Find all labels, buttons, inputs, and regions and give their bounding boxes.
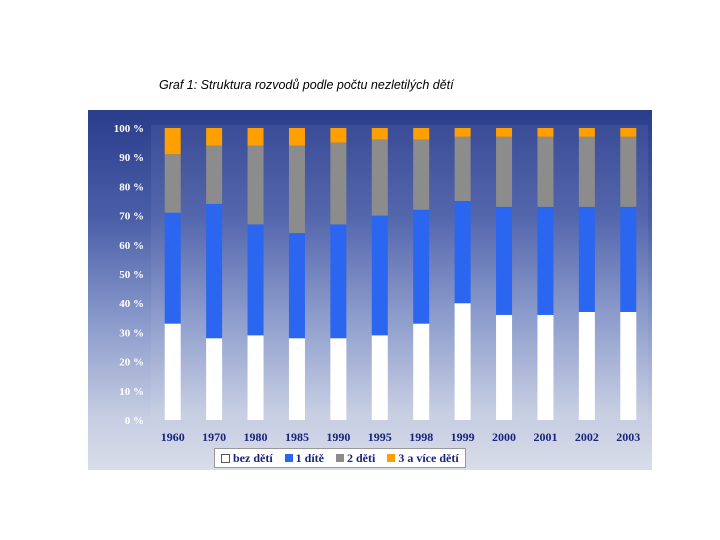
- bar-segment: [537, 136, 554, 207]
- bar-segment: [454, 128, 471, 137]
- y-tick-label: 30 %: [119, 327, 144, 339]
- bar-segment: [413, 209, 430, 324]
- bar-segment: [206, 145, 223, 204]
- bar-segment: [206, 128, 223, 146]
- bar-segment: [330, 128, 347, 143]
- bar-segment: [371, 139, 388, 216]
- x-tick-label: 2003: [616, 430, 640, 444]
- y-tick-label: 10 %: [119, 386, 144, 398]
- bar-segment: [413, 323, 430, 420]
- x-tick-label: 2001: [533, 430, 557, 444]
- bar-segment: [578, 311, 595, 420]
- bar-segment: [288, 338, 305, 420]
- plot-area: [151, 125, 648, 420]
- chart-panel: 0 % 10 % 20 % 30 % 40 % 50 % 60 % 70 % 80 % 90 % 1…: [88, 110, 652, 470]
- bar-segment: [330, 142, 347, 225]
- bar-segment: [537, 128, 554, 137]
- bar-segment: [537, 206, 554, 315]
- x-tick-label: 1970: [202, 430, 226, 444]
- bar-segment: [454, 136, 471, 201]
- bar-segment: [371, 215, 388, 336]
- bar-segment: [247, 128, 264, 146]
- y-tick-label: 90 %: [119, 152, 144, 164]
- bar-segment: [330, 338, 347, 420]
- bar-segment: [206, 338, 223, 420]
- legend-item: 3 a více dětí: [387, 450, 459, 466]
- y-tick-label: 40 %: [119, 298, 144, 310]
- x-tick-label: 2002: [575, 430, 599, 444]
- x-tick-label: 1999: [451, 430, 475, 444]
- bar-segment: [413, 128, 430, 140]
- chart-svg: 0 % 10 % 20 % 30 % 40 % 50 % 60 % 70 % 80 % 90 % 1…: [114, 123, 648, 444]
- bar-segment: [164, 154, 181, 213]
- bars: [164, 128, 637, 420]
- bar-segment: [330, 224, 347, 339]
- bar-segment: [164, 212, 181, 324]
- y-tick-label: 0 %: [125, 415, 144, 427]
- bar-segment: [454, 201, 471, 304]
- bar-segment: [620, 311, 637, 420]
- legend-label: 3 a více dětí: [398, 450, 459, 465]
- bar-segment: [578, 136, 595, 207]
- legend-label: 1 dítě: [295, 450, 324, 465]
- y-tick-label: 100 %: [114, 123, 144, 135]
- x-axis: 1960 1970 1980 1985 1990 1995 1998 1999 2000 2001…: [161, 430, 641, 444]
- x-tick-label: 1985: [285, 430, 309, 444]
- legend-item: 2 děti: [336, 451, 375, 466]
- y-tick-label: 80 %: [119, 181, 144, 193]
- bar-segment: [454, 303, 471, 420]
- legend-swatch: [284, 454, 293, 462]
- x-tick-label: 1990: [326, 430, 350, 444]
- legend-label: bez dětí: [233, 450, 273, 465]
- legend-item: bez dětí: [221, 451, 273, 466]
- y-tick-label: 60 %: [119, 240, 144, 252]
- bar-segment: [247, 145, 264, 225]
- x-tick-label: 2000: [492, 430, 516, 444]
- y-tick-label: 50 %: [119, 269, 144, 281]
- legend-swatch: [336, 454, 344, 462]
- bar-segment: [413, 139, 430, 210]
- bar-segment: [371, 335, 388, 420]
- x-tick-label: 1998: [409, 430, 433, 444]
- bar-segment: [164, 323, 181, 420]
- legend-item: 1 dítě: [284, 450, 324, 466]
- x-tick-label: 1995: [368, 430, 392, 444]
- bar-segment: [620, 128, 637, 137]
- bar-segment: [247, 335, 264, 420]
- bar-segment: [371, 128, 388, 140]
- chart-caption: Graf 1: Struktura rozvodů podle počtu ne…: [159, 78, 454, 92]
- bar-segment: [164, 128, 181, 155]
- bar-segment: [496, 206, 513, 315]
- bar-segment: [537, 314, 554, 420]
- legend-label: 2 děti: [347, 450, 376, 465]
- legend-swatch: [387, 454, 396, 462]
- bar-segment: [288, 128, 305, 146]
- bar-segment: [620, 136, 637, 207]
- legend-swatch: [221, 453, 230, 463]
- bar-segment: [206, 203, 223, 339]
- bar-segment: [247, 224, 264, 336]
- chart-legend: bez dětí 1 dítě 2 děti 3 a více dětí: [214, 448, 466, 468]
- x-tick-label: 1980: [244, 430, 268, 444]
- y-tick-label: 20 %: [119, 357, 144, 369]
- bar-segment: [578, 128, 595, 137]
- bar-segment: [496, 128, 513, 137]
- y-axis: 0 % 10 % 20 % 30 % 40 % 50 % 60 % 70 % 80 % 90 % 1…: [114, 123, 144, 427]
- bar-segment: [496, 136, 513, 207]
- bar-segment: [620, 206, 637, 312]
- bar-segment: [288, 233, 305, 339]
- bar-segment: [578, 206, 595, 312]
- y-tick-label: 70 %: [119, 211, 144, 223]
- bar-segment: [496, 314, 513, 420]
- bar-segment: [288, 145, 305, 234]
- x-tick-label: 1960: [161, 430, 185, 444]
